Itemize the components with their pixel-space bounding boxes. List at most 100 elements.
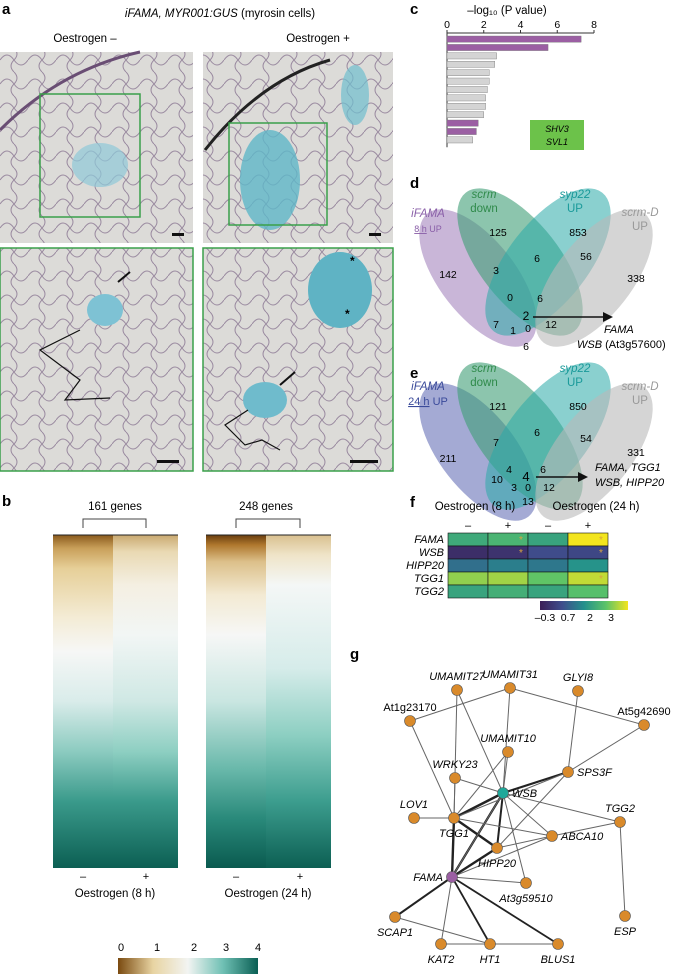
network-edge <box>451 876 559 945</box>
network-node-label: ABCA10 <box>560 831 604 843</box>
network-node-label: HT1 <box>480 954 501 966</box>
f-column-sign: – <box>465 520 472 532</box>
heatmap1-tick-plus: + <box>143 871 149 883</box>
micrograph-plus-overview <box>203 52 393 243</box>
network-node <box>619 910 631 922</box>
heatmap2-gene-count: 248 genes <box>239 501 293 513</box>
colorbar-tick: 1 <box>154 942 160 954</box>
panel-letter-b: b <box>2 493 11 510</box>
f-colorbar-tick: 3 <box>608 612 614 624</box>
network-node-label: TGG2 <box>605 803 635 815</box>
venn-d-ifama-sub: 8 h UP <box>414 224 442 234</box>
c-bar <box>446 44 549 51</box>
venn-count: 142 <box>439 269 457 281</box>
colorbar-tick: 2 <box>191 942 197 954</box>
f-significance-star: * <box>519 548 523 559</box>
f-heatmap-cell <box>567 584 609 599</box>
venn-e-scrmd <box>535 383 653 521</box>
venn-count: 338 <box>627 273 645 285</box>
venn-d-scrmd-label: scrm-D <box>621 207 658 219</box>
panel-a-col-minus: Oestrogen – <box>53 33 117 45</box>
venn-e-scrm-sub: down <box>470 377 498 389</box>
c-bar <box>446 61 495 68</box>
network-node-label: SCAP1 <box>377 927 413 939</box>
panel-f-header2: Oestrogen (24 h) <box>553 501 640 513</box>
c-bar <box>446 136 473 144</box>
network-edge <box>451 792 504 878</box>
network-node-label: HIPP20 <box>478 858 517 870</box>
network-edge <box>450 817 456 878</box>
network-edge <box>451 835 553 878</box>
micrograph-minus-overview <box>0 50 193 243</box>
network-node-label: BLUS1 <box>541 954 576 966</box>
heatmap1-gene-count: 161 genes <box>88 501 142 513</box>
network-node-label: At3g59510 <box>498 893 553 905</box>
venn-count: 850 <box>569 401 587 413</box>
f-heatmap-cell <box>487 558 529 573</box>
colorbar-tick: 3 <box>223 942 229 954</box>
panel-letter-a: a <box>2 1 11 18</box>
venn-d-scrm-sub: down <box>470 203 498 215</box>
venn-count: 211 <box>440 453 457 465</box>
c-bar <box>446 52 497 60</box>
venn-d-syp22-sub: UP <box>567 203 583 215</box>
venn-d-callout-line1: FAMA <box>604 324 634 336</box>
network-edge <box>509 687 645 726</box>
network-edge <box>453 751 509 819</box>
network-node-label: UMAMIT31 <box>482 669 538 681</box>
network-node <box>614 816 626 828</box>
network-node <box>562 766 574 778</box>
venn-e-syp22-sub: UP <box>567 377 583 389</box>
panel-b: b 161 genes 248 genes – + – + Oestrogen … <box>2 493 331 974</box>
network-node-label: At1g23170 <box>383 702 436 714</box>
network-edge <box>502 770 569 795</box>
f-heatmap-cell <box>487 584 529 599</box>
venn-e-ifama-sub: 24 h UP <box>408 396 448 408</box>
venn-count: 0 <box>525 323 531 335</box>
f-heatmap-cell <box>567 558 609 573</box>
panel-c-legend-box <box>530 120 584 150</box>
c-tick-label: 8 <box>591 19 597 31</box>
panel-letter-c: c <box>410 1 418 18</box>
venn-count: 12 <box>545 319 557 331</box>
network-node <box>520 877 532 889</box>
heatmap1-tick-minus: – <box>80 871 87 883</box>
panel-f-header1: Oestrogen (8 h) <box>435 501 516 513</box>
network-edge <box>394 916 491 945</box>
f-row-label: TGG2 <box>414 586 444 598</box>
network-node <box>497 787 509 799</box>
panel-f-column-signs: – + – + <box>465 520 591 532</box>
venn-e-counts: 121 850 211 7 6 54 331 4 6 4 10 3 0 12 1… <box>440 401 645 508</box>
venn-count: 853 <box>569 227 587 239</box>
network-node <box>552 938 564 950</box>
heatmap2-tick-plus: + <box>297 871 303 883</box>
network-node-label: LOV1 <box>400 799 428 811</box>
venn-e-callout-line1: FAMA, TGG1 <box>595 462 661 474</box>
f-heatmap-cell <box>527 584 569 599</box>
venn-count: 6 <box>534 253 540 265</box>
venn-d-scrmd-sub: UP <box>632 221 648 233</box>
network-node <box>491 842 503 854</box>
network-edge <box>502 792 553 837</box>
network-edge <box>567 724 645 773</box>
venn-d-syp22 <box>485 188 611 336</box>
venn-count: 125 <box>489 227 507 239</box>
venn-count: 7 <box>493 319 499 331</box>
venn-e-scrmd-label: scrm-D <box>621 381 658 393</box>
venn-count: 54 <box>580 433 592 445</box>
venn-count: 2 <box>523 309 530 323</box>
network-edge <box>453 689 458 819</box>
panel-f-cells: * * * * * <box>447 532 609 599</box>
network-node <box>504 682 516 694</box>
svg-text:*: * <box>350 254 355 268</box>
micrograph-plus-zoom: * * <box>202 247 394 472</box>
svg-text:*: * <box>345 307 350 321</box>
heatmap-colorbar: 0 1 2 3 4 <box>118 942 261 974</box>
panel-a-col-plus: Oestrogen + <box>286 33 350 45</box>
c-bar <box>446 77 490 85</box>
network-edge <box>496 771 569 849</box>
network-edge <box>451 876 527 884</box>
venn-d-scrmd <box>535 209 653 347</box>
panel-c-bars <box>446 35 582 144</box>
